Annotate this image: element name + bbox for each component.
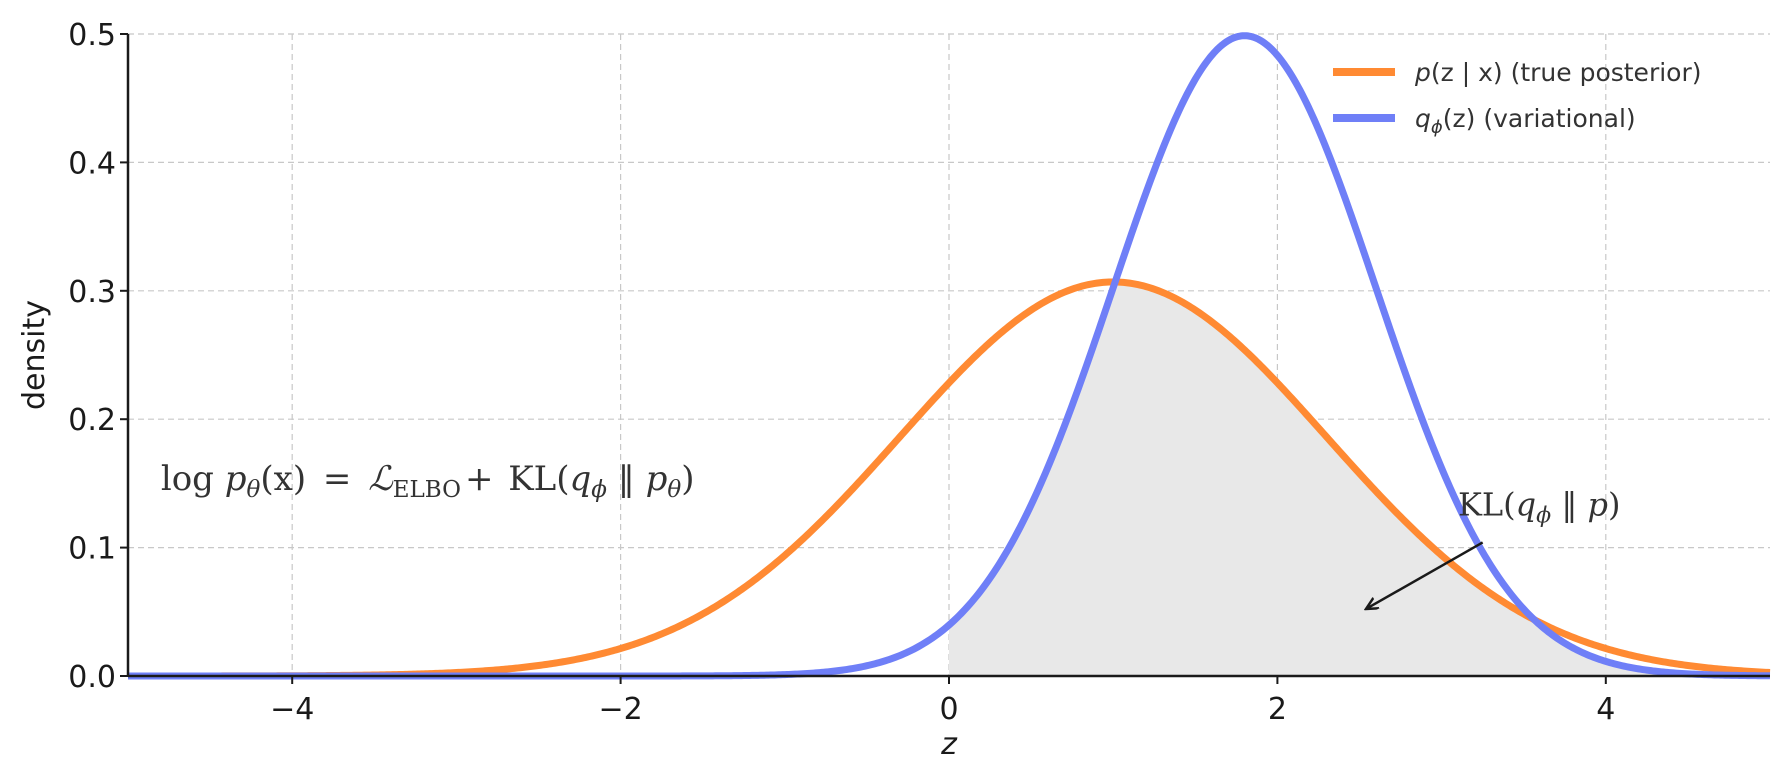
- grid-lines: [128, 33, 1770, 676]
- y-tick-label-5: 0.5: [68, 18, 116, 53]
- legend-entry-variational: qϕ(z) (variational): [1415, 104, 1636, 138]
- y-tick-label-0: 0.0: [68, 660, 116, 695]
- kl-annotation-label: KL(qϕ ‖ p): [1458, 486, 1620, 529]
- tick-labels: −4 −2 0 2 4 0.0 0.1 0.2 0.3 0.4 0.5: [68, 18, 1615, 727]
- legend: p(z | x) (true posterior) qϕ(z) (variati…: [1333, 58, 1702, 138]
- y-tick-label-1: 0.1: [68, 532, 116, 567]
- kl-annotation-arrow: [1368, 541, 1484, 607]
- elbo-equation: log pθ(x) = ℒELBO + KL(qϕ ‖ pθ): [161, 459, 695, 503]
- legend-entry-posterior: p(z | x) (true posterior): [1414, 58, 1702, 87]
- y-axis-label: density: [17, 300, 52, 410]
- x-tick-label-1: −2: [598, 692, 642, 727]
- kl-shaded-region: [949, 281, 1770, 676]
- x-tick-label-0: −4: [270, 692, 314, 727]
- x-tick-label-3: 2: [1268, 692, 1287, 727]
- y-tick-label-3: 0.3: [68, 275, 116, 310]
- y-tick-label-2: 0.2: [68, 403, 116, 438]
- x-tick-label-4: 4: [1596, 692, 1615, 727]
- x-tick-label-2: 0: [939, 692, 958, 727]
- y-tick-label-4: 0.4: [68, 146, 116, 181]
- x-axis-label: z: [940, 727, 958, 762]
